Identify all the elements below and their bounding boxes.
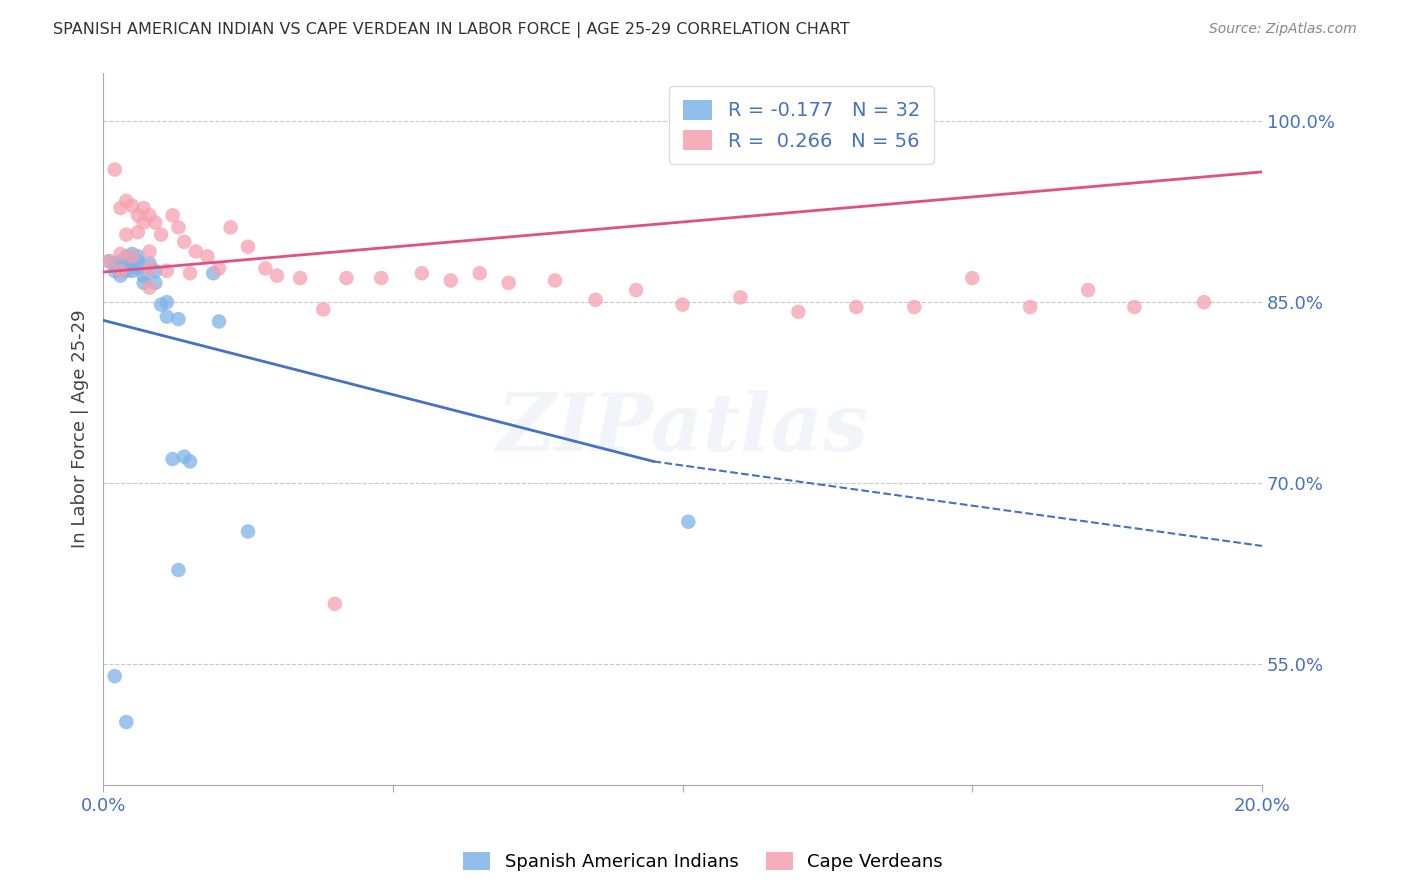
Point	[179, 454, 201, 468]
Point	[1123, 300, 1146, 314]
Point	[1077, 283, 1099, 297]
Point	[208, 314, 231, 328]
Point	[110, 254, 132, 268]
Point	[121, 264, 143, 278]
Point	[138, 257, 160, 271]
Point	[197, 249, 219, 263]
Point	[104, 162, 127, 177]
Point	[115, 227, 138, 242]
Point	[678, 515, 700, 529]
Point	[121, 257, 143, 271]
Point	[335, 271, 357, 285]
Point	[254, 261, 277, 276]
Point	[468, 266, 491, 280]
Point	[1019, 300, 1042, 314]
Point	[162, 208, 184, 222]
Point	[127, 261, 149, 276]
Point	[132, 201, 155, 215]
Point	[671, 297, 693, 311]
Point	[236, 240, 259, 254]
Point	[127, 208, 149, 222]
Point	[127, 249, 149, 263]
Point	[323, 597, 346, 611]
Point	[173, 235, 195, 249]
Point	[498, 276, 520, 290]
Point	[110, 247, 132, 261]
Point	[110, 264, 132, 278]
Point	[132, 268, 155, 283]
Legend: Spanish American Indians, Cape Verdeans: Spanish American Indians, Cape Verdeans	[456, 845, 950, 879]
Point	[845, 300, 868, 314]
Point	[115, 194, 138, 208]
Point	[121, 247, 143, 261]
Point	[138, 261, 160, 276]
Point	[266, 268, 288, 283]
Point	[787, 305, 810, 319]
Point	[115, 264, 138, 278]
Point	[115, 257, 138, 271]
Point	[143, 264, 166, 278]
Point	[115, 714, 138, 729]
Point	[143, 276, 166, 290]
Point	[150, 297, 173, 311]
Point	[156, 310, 179, 324]
Point	[110, 201, 132, 215]
Point	[97, 254, 120, 268]
Point	[730, 290, 752, 304]
Point	[179, 266, 201, 280]
Point	[132, 216, 155, 230]
Point	[903, 300, 925, 314]
Point	[162, 452, 184, 467]
Point	[960, 271, 983, 285]
Text: Source: ZipAtlas.com: Source: ZipAtlas.com	[1209, 22, 1357, 37]
Point	[219, 220, 242, 235]
Point	[184, 244, 207, 259]
Point	[138, 244, 160, 259]
Point	[132, 276, 155, 290]
Point	[143, 216, 166, 230]
Point	[104, 264, 127, 278]
Point	[115, 249, 138, 263]
Point	[167, 312, 190, 326]
Point	[173, 450, 195, 464]
Legend: R = -0.177   N = 32, R =  0.266   N = 56: R = -0.177 N = 32, R = 0.266 N = 56	[669, 87, 934, 164]
Point	[624, 283, 647, 297]
Point	[585, 293, 607, 307]
Point	[202, 266, 225, 280]
Point	[370, 271, 392, 285]
Point	[110, 264, 132, 278]
Point	[440, 273, 463, 287]
Point	[127, 254, 149, 268]
Point	[1192, 295, 1215, 310]
Point	[138, 208, 160, 222]
Point	[167, 563, 190, 577]
Point	[236, 524, 259, 539]
Point	[150, 227, 173, 242]
Point	[104, 669, 127, 683]
Point	[544, 273, 567, 287]
Point	[97, 254, 120, 268]
Point	[312, 302, 335, 317]
Text: SPANISH AMERICAN INDIAN VS CAPE VERDEAN IN LABOR FORCE | AGE 25-29 CORRELATION C: SPANISH AMERICAN INDIAN VS CAPE VERDEAN …	[53, 22, 851, 38]
Point	[121, 199, 143, 213]
Point	[156, 295, 179, 310]
Y-axis label: In Labor Force | Age 25-29: In Labor Force | Age 25-29	[72, 310, 89, 549]
Point	[127, 225, 149, 239]
Point	[121, 249, 143, 263]
Text: ZIPatlas: ZIPatlas	[496, 390, 869, 467]
Point	[167, 220, 190, 235]
Point	[110, 268, 132, 283]
Point	[138, 281, 160, 295]
Point	[208, 261, 231, 276]
Point	[104, 257, 127, 271]
Point	[411, 266, 433, 280]
Point	[288, 271, 311, 285]
Point	[156, 264, 179, 278]
